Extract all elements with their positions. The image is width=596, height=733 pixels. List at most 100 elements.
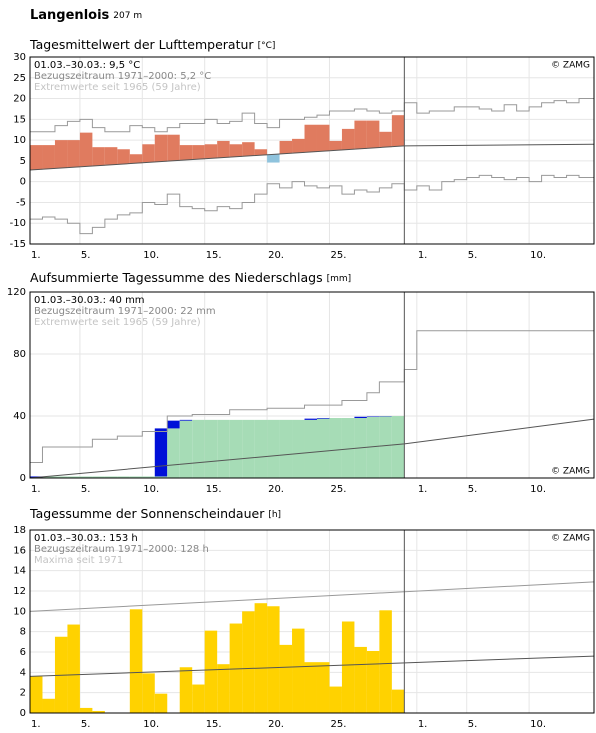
bar	[317, 662, 329, 713]
increment-bar	[167, 421, 179, 429]
bar	[354, 121, 366, 149]
y-tick-label: 0	[20, 177, 26, 188]
y-tick-label: 20	[13, 94, 26, 105]
y-tick-label: 10	[13, 606, 26, 617]
y-tick-label: 120	[7, 287, 26, 298]
bar	[292, 139, 304, 153]
annotation: 01.03.–30.03.: 9,5 °C	[34, 60, 140, 71]
x-tick-label: 1.	[418, 484, 428, 495]
bar	[379, 610, 391, 713]
bar	[367, 121, 379, 148]
chart-title: Aufsummierte Tagessumme des Niederschlag…	[30, 270, 351, 285]
bar	[142, 673, 154, 713]
total-bar	[267, 420, 279, 478]
y-tick-label: 5	[20, 156, 26, 167]
bar	[155, 694, 167, 713]
bar	[267, 606, 279, 713]
y-tick-label: 10	[13, 135, 26, 146]
y-tick-label: 80	[13, 349, 26, 360]
bar	[130, 609, 142, 713]
bar	[305, 662, 317, 713]
bar	[242, 142, 254, 156]
elevation: 207 m	[113, 11, 142, 21]
bar	[205, 144, 217, 158]
bar	[80, 133, 92, 167]
bar	[317, 125, 329, 151]
x-tick-label: 15.	[206, 719, 222, 729]
bar	[367, 651, 379, 713]
title: Tagesmittelwert der Lufttemperatur	[29, 37, 254, 52]
bar	[30, 145, 42, 170]
title: Aufsummierte Tagessumme des Niederschlag…	[30, 270, 323, 285]
bar	[105, 147, 117, 165]
bar	[242, 611, 254, 713]
x-tick-label: 1.	[418, 719, 428, 729]
station: Langenlois	[30, 8, 110, 23]
x-tick-label: 10.	[143, 250, 159, 261]
bar	[30, 676, 42, 713]
x-tick-label: 1.	[31, 484, 41, 495]
x-tick-label: 5.	[468, 484, 478, 495]
x-tick-label: 20.	[268, 484, 284, 495]
x-tick-label: 10.	[530, 250, 546, 261]
total-bar	[305, 420, 317, 478]
x-tick-label: 15.	[206, 484, 222, 495]
bar	[192, 685, 204, 713]
total-bar	[280, 420, 292, 478]
bar	[392, 690, 404, 713]
bar	[342, 129, 354, 150]
y-tick-label: 2	[20, 688, 26, 699]
total-bar	[379, 416, 391, 478]
annotation: 01.03.–30.03.: 153 h	[34, 533, 138, 544]
bar	[230, 144, 242, 157]
chart-title: Tagesmittelwert der Lufttemperatur [°C]	[29, 37, 275, 52]
bar	[305, 125, 317, 152]
bar	[92, 147, 104, 165]
bar	[205, 631, 217, 713]
total-bar	[255, 420, 267, 478]
bar	[292, 629, 304, 713]
x-tick-label: 10.	[530, 484, 546, 495]
y-tick-label: 0	[20, 473, 26, 484]
bar	[342, 622, 354, 714]
x-tick-label: 5.	[81, 250, 91, 261]
bar	[217, 141, 229, 158]
y-tick-label: 15	[13, 114, 26, 125]
bar	[329, 141, 341, 150]
y-tick-label: -10	[10, 218, 26, 229]
bar	[379, 132, 391, 147]
bar	[192, 145, 204, 159]
bar	[42, 145, 54, 169]
copyright: © ZAMG	[551, 467, 590, 477]
bar	[267, 154, 279, 162]
unit: [°C]	[258, 41, 276, 51]
x-tick-label: 20.	[268, 250, 284, 261]
y-tick-label: 30	[13, 52, 26, 63]
bar	[67, 625, 79, 713]
total-bar	[167, 428, 179, 478]
copyright: © ZAMG	[551, 61, 590, 71]
y-tick-label: -5	[16, 197, 26, 208]
total-bar	[317, 419, 329, 478]
total-bar	[180, 421, 192, 478]
increment-bar	[180, 420, 192, 421]
y-tick-label: 14	[13, 566, 26, 577]
bar	[354, 647, 366, 713]
annotation: Extremwerte seit 1965 (59 Jahre)	[34, 82, 201, 93]
bar	[230, 624, 242, 713]
bar	[42, 699, 54, 713]
bar	[117, 149, 129, 164]
bar	[180, 667, 192, 713]
bar	[255, 603, 267, 713]
bar	[280, 141, 292, 154]
annotation: Extremwerte seit 1965 (59 Jahre)	[34, 317, 201, 328]
x-tick-label: 1.	[418, 250, 428, 261]
y-tick-label: 6	[20, 647, 26, 658]
x-tick-label: 10.	[143, 484, 159, 495]
bar	[55, 140, 67, 168]
increment-bar	[155, 428, 167, 476]
x-tick-label: 5.	[81, 719, 91, 729]
x-tick-label: 5.	[81, 484, 91, 495]
x-tick-label: 10.	[530, 719, 546, 729]
